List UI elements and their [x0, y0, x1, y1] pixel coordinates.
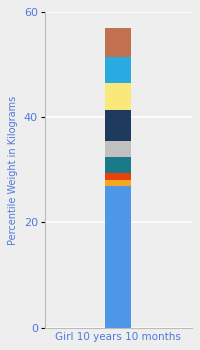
Bar: [105, 157, 131, 173]
Bar: [105, 180, 131, 186]
Bar: [105, 141, 131, 157]
Bar: [105, 57, 131, 83]
Bar: [105, 186, 131, 328]
Bar: [105, 28, 131, 57]
Bar: [105, 83, 131, 110]
Bar: [105, 110, 131, 141]
Y-axis label: Percentile Weight in Kilograms: Percentile Weight in Kilograms: [8, 95, 18, 245]
Bar: [105, 173, 131, 180]
